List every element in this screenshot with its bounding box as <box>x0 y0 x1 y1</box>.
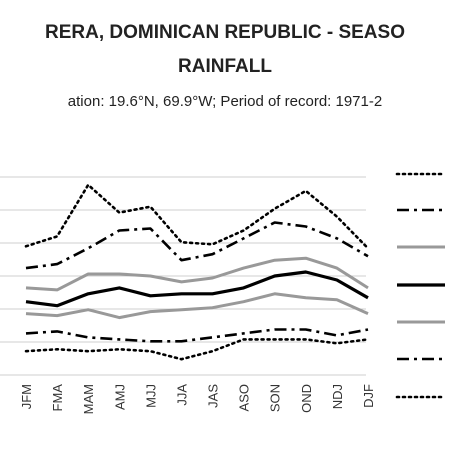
x-tick-label: JFM <box>19 384 34 409</box>
series-line-1 <box>24 183 370 250</box>
chart-title-line-1: RERA, DOMINICAN REPUBLIC - SEASO <box>45 22 405 43</box>
series-line-6 <box>25 328 369 343</box>
series-lines <box>24 183 370 361</box>
series-line-4 <box>25 270 369 308</box>
x-tick-label: NDJ <box>330 384 345 409</box>
x-tick-label: OND <box>299 384 314 413</box>
x-tick-label: FMA <box>50 384 65 412</box>
series-line-7 <box>24 338 370 361</box>
gridlines <box>0 176 366 376</box>
x-tick-label: AMJ <box>112 384 127 410</box>
x-tick-label: DJF <box>361 384 376 408</box>
legend <box>395 172 447 399</box>
x-tick-label: MJJ <box>143 384 158 408</box>
series-line-2 <box>25 221 369 270</box>
x-tick-label: ASO <box>237 384 252 411</box>
x-tick-label: MAM <box>81 384 96 414</box>
x-tick-label: JJA <box>174 384 189 406</box>
series-line-5 <box>25 292 369 320</box>
chart-title-line-2: RAINFALL <box>178 56 272 77</box>
x-tick-label: JAS <box>206 384 221 408</box>
chart-subtitle: ation: 19.6°N, 69.9°W; Period of record:… <box>67 93 383 110</box>
series-line-3 <box>25 256 369 292</box>
x-tick-labels: JFM FMA MAM AMJ MJJ JJA JAS ASO SON OND NDJ DJF <box>19 384 376 415</box>
x-tick-label: SON <box>268 384 283 412</box>
